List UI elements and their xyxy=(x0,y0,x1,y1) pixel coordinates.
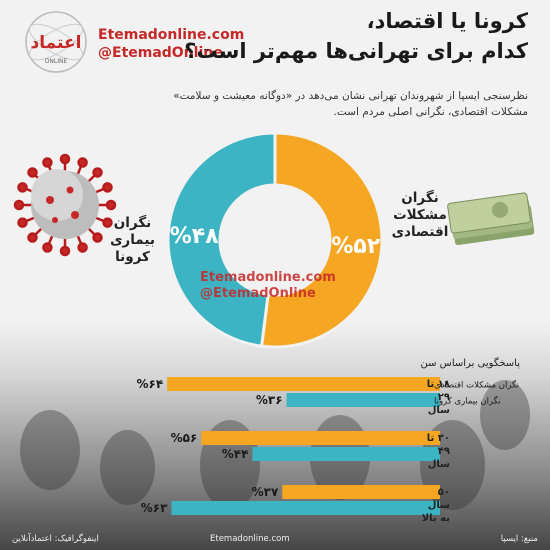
title-line-2: کدام برای تهرانی‌ها مهم‌تر است؟ xyxy=(184,39,528,63)
virus-spike-tip xyxy=(42,157,53,168)
donut-slice-0 xyxy=(259,131,384,349)
virus-spike-tip xyxy=(59,245,71,257)
logo-text: اعتماد xyxy=(31,33,82,53)
watermark-site: Etemadonline.com xyxy=(200,270,336,285)
age-bar-2-1 xyxy=(171,501,440,515)
age-bar-value-label: %۳۶ xyxy=(256,393,283,407)
age-label-30-49: ۳۰ تا ۴۹ سال xyxy=(426,433,450,470)
virus-spike-tip xyxy=(77,242,88,253)
brand-block: Etemadonline.com @EtemadOnline xyxy=(98,26,244,62)
age-bar-1-0 xyxy=(201,431,440,445)
title-line-1: کرونا یا اقتصاد، xyxy=(366,9,528,33)
footer-site[interactable]: Etemadonline.com xyxy=(210,534,290,544)
donut-slice-label-economy: %۵۲ xyxy=(331,234,380,259)
age-label-18-29: ۱۸ تا ۲۹ سال xyxy=(426,379,450,416)
slice-caption-line: مشکلات xyxy=(393,207,447,223)
slice-caption-line: کرونا xyxy=(115,249,150,265)
virus-spike-tip xyxy=(92,232,103,243)
coronavirus-icon xyxy=(13,153,117,257)
slice-caption-line: اقتصادی xyxy=(391,224,449,240)
etemad-logo: اعتماد ONLINE xyxy=(25,11,87,73)
age-label-50-plus: ۵۰ سال به بالا xyxy=(421,487,450,524)
age-bar-value-label: %۶۴ xyxy=(136,377,163,391)
age-bar-value-label: %۶۳ xyxy=(141,501,168,515)
page-title: کرونا یا اقتصاد، کدام برای تهرانی‌ها مهم… xyxy=(184,6,528,66)
age-bar-series-label: نگران بیماری کرونا xyxy=(434,396,501,407)
virus-spike-tip xyxy=(105,199,117,211)
virus-spike-tip xyxy=(27,167,38,178)
subtitle: نظرسنجی ایسپا از شهروندان تهرانی نشان می… xyxy=(173,90,528,118)
watermark: Etemadonline.com @EtemadOnline xyxy=(200,270,336,302)
crowd-figure xyxy=(480,380,530,450)
virus-spike-tip xyxy=(42,242,53,253)
brand-site[interactable]: Etemadonline.com xyxy=(98,27,245,43)
virus-spike-tip xyxy=(27,232,38,243)
age-bar-value-label: %۴۴ xyxy=(222,447,249,461)
virus-spike-tip xyxy=(59,153,71,165)
donut-slice-label-corona: %۴۸ xyxy=(170,224,219,249)
slice-caption-line: نگران xyxy=(113,215,152,231)
age-bar-1-1 xyxy=(252,447,440,461)
age-bar-series-label: نگران مشکلات اقتصادی xyxy=(434,380,519,391)
virus-spike-tip xyxy=(102,217,113,228)
donut-slice-1 xyxy=(166,131,277,348)
footer-source: منبع: ایسپا xyxy=(500,534,538,544)
virus-spike-tip xyxy=(17,217,28,228)
crowd-figure xyxy=(100,430,155,505)
virus-spike-tip xyxy=(92,167,103,178)
age-bar-0-0 xyxy=(167,377,440,391)
slice-caption-line: نگران xyxy=(401,190,439,206)
economy-slice-caption: نگران مشکلات اقتصادی xyxy=(385,190,455,241)
virus-spike-tip xyxy=(102,182,113,193)
corona-slice-caption: نگران بیماری کرونا xyxy=(100,215,165,266)
slice-caption-line: بیماری xyxy=(110,232,155,248)
brand-handle[interactable]: @EtemadOnline xyxy=(98,45,223,61)
virus-spike-tip xyxy=(17,182,28,193)
banknotes-icon xyxy=(447,192,535,246)
virus-spike-tip xyxy=(13,199,25,211)
age-bar-value-label: %۳۷ xyxy=(252,485,279,499)
age-bar-value-label: %۵۶ xyxy=(171,431,198,445)
age-bar-2-0 xyxy=(282,485,440,499)
logo-subtext: ONLINE xyxy=(45,58,68,65)
watermark-handle: @EtemadOnline xyxy=(200,286,316,301)
footer-credit: اینفوگرافیک: اعتمادآنلاین xyxy=(12,534,99,544)
age-chart-title: پاسخگویی براساس سن xyxy=(420,358,520,369)
virus-spike-tip xyxy=(77,157,88,168)
age-bar-0-1 xyxy=(286,393,440,407)
crowd-figure xyxy=(20,410,80,490)
